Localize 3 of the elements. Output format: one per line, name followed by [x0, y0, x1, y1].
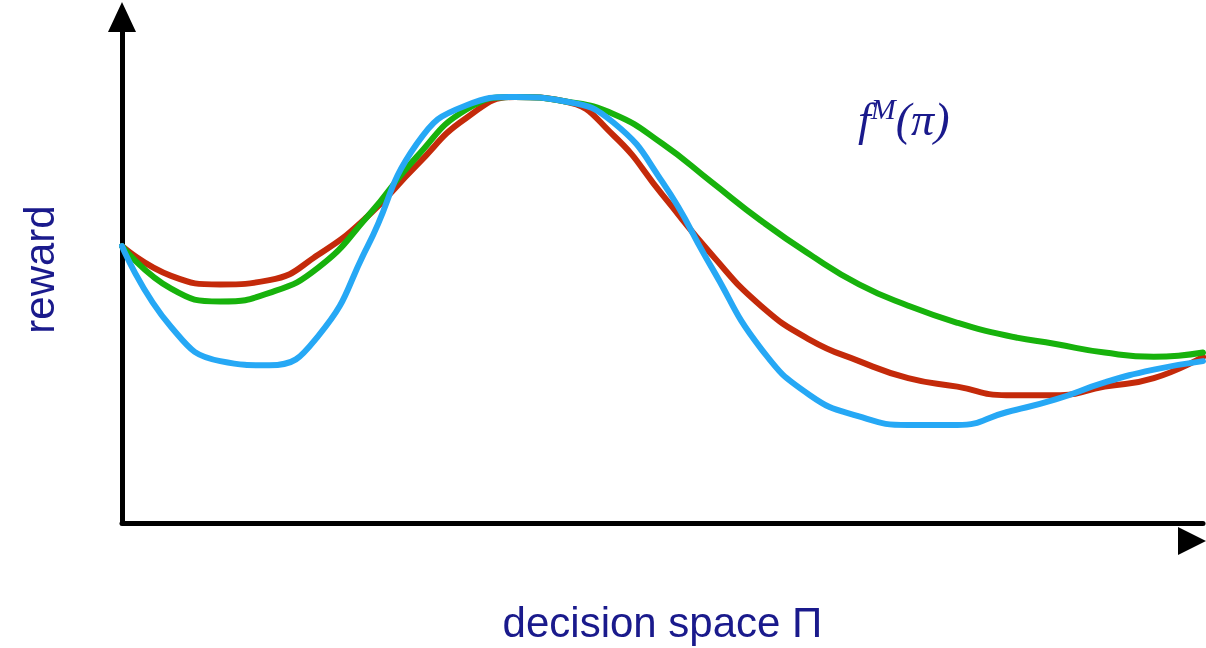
formula-annotation: f$^{M}$(π) — [858, 92, 950, 147]
x-axis-title: decision space Π — [502, 598, 823, 646]
y-axis-title: reward — [15, 205, 63, 334]
